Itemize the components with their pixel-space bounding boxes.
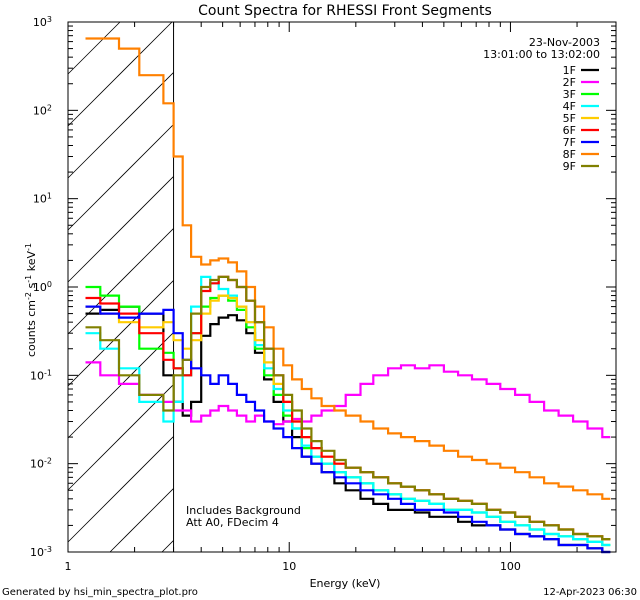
x-tick-label: 10 (282, 560, 296, 573)
x-axis-label: Energy (keV) (310, 577, 381, 590)
hatch-line (67, 72, 174, 179)
y-axis-label-exp1: -2 (24, 292, 33, 300)
hatch-line (67, 436, 174, 543)
y-axis-label-exp2: -1 (24, 275, 33, 283)
hatch-line (67, 124, 174, 231)
y-tick-label-exp: 1 (47, 191, 52, 200)
legend-label-6F: 6F (563, 124, 576, 137)
y-tick-label-exp: 0 (47, 280, 52, 289)
hatch-line (109, 488, 174, 553)
series-line-9F (85, 275, 611, 541)
hatch-line (67, 21, 121, 75)
hatch-line (67, 228, 174, 335)
legend-label-7F: 7F (563, 136, 576, 149)
y-axis-label: counts cm-2 s-1 keV-1 (24, 243, 39, 357)
hatch-line (67, 332, 174, 439)
series-line-7F (85, 305, 611, 554)
annotation-background: Includes Background (186, 504, 301, 517)
series-layer (85, 37, 611, 554)
hatch-line (67, 21, 173, 127)
axes (67, 21, 617, 553)
y-tick-label-exp: 3 (47, 15, 52, 24)
y-tick-label-exp: -1 (44, 368, 52, 377)
legend-label-8F: 8F (563, 148, 576, 161)
x-tick-label: 100 (500, 560, 521, 573)
legend-label-1F: 1F (563, 64, 576, 77)
y-axis-label-exp3: -1 (24, 243, 33, 251)
footer-timestamp: 12-Apr-2023 06:30 (543, 587, 637, 598)
y-axis-label-mid1: s (25, 282, 38, 291)
x-tick-label: 1 (65, 560, 72, 573)
y-axis-label-base: counts cm (25, 300, 38, 357)
legend-label-9F: 9F (563, 160, 576, 173)
series-line-2F (85, 361, 611, 439)
chart-title: Count Spectra for RHESSI Front Segments (198, 3, 492, 19)
y-tick-label-exp: -2 (44, 456, 52, 465)
y-tick-label-exp: -3 (44, 545, 52, 554)
footer-generated-by: Generated by hsi_min_spectra_plot.pro (2, 587, 198, 598)
legend-label-5F: 5F (563, 112, 576, 125)
time-range-label: 13:01:00 to 13:02:00 (483, 48, 600, 61)
y-axis-label-mid2: keV (25, 251, 38, 275)
legend-label-4F: 4F (563, 100, 576, 113)
hatch-line (67, 176, 174, 283)
series-line-8F (85, 37, 611, 500)
hatch-line (161, 540, 174, 553)
y-tick-label-exp: 2 (47, 103, 52, 112)
date-label: 23-Nov-2003 (529, 36, 600, 49)
legend-label-3F: 3F (563, 88, 576, 101)
hatch-line (67, 280, 174, 387)
annotation-attenuator: Att A0, FDecim 4 (186, 516, 279, 529)
legend-label-2F: 2F (563, 76, 576, 89)
